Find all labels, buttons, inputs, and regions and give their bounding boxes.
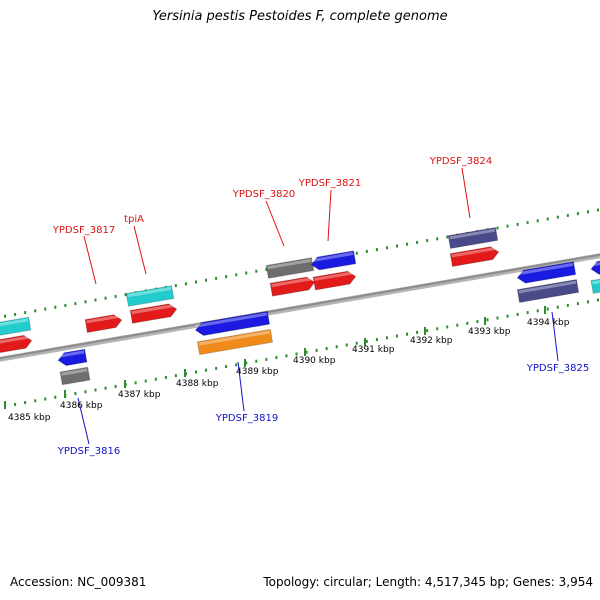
scale-tick-label: 4386 kbp: [60, 401, 103, 411]
accession-text: Accession: NC_009381: [10, 575, 147, 589]
gene-ypdsf-3820[interactable]: [265, 257, 315, 279]
gene-ypdsf-3816[interactable]: [59, 366, 91, 386]
gene-red-partial[interactable]: [0, 334, 33, 355]
gene-label-ypdsf_3817[interactable]: YPDSF_3817: [52, 225, 115, 236]
gene-tpia[interactable]: [125, 285, 175, 307]
gene-red-tpia[interactable]: [129, 303, 178, 324]
scale-tick-label: 4393 kbp: [468, 327, 511, 337]
gene-label-ypdsf_3816[interactable]: YPDSF_3816: [57, 446, 120, 457]
gene-label-ypdsf_3825[interactable]: YPDSF_3825: [526, 363, 589, 374]
gene-ypdsf-3824[interactable]: [447, 226, 499, 250]
label-leader-line: [83, 235, 97, 285]
label-leader-line: [551, 311, 559, 362]
label-leader-line: [461, 167, 471, 219]
topology-text: Topology: circular; Length: 4,517,345 bp…: [263, 575, 593, 589]
gene-label-ypdsf_3824[interactable]: YPDSF_3824: [429, 156, 492, 167]
gene-cyan-edge[interactable]: [590, 278, 600, 294]
gene-blue-edge[interactable]: [590, 259, 600, 275]
gene-red-3821[interactable]: [312, 270, 357, 291]
gene-blue-3816[interactable]: [57, 348, 88, 367]
gene-red-3824[interactable]: [449, 246, 500, 268]
gene-label-ypdsf_3819[interactable]: YPDSF_3819: [215, 413, 278, 424]
gene-blue-3819[interactable]: [194, 310, 271, 336]
label-leader-line: [77, 397, 90, 445]
gene-red-3820[interactable]: [269, 276, 316, 297]
scale-tick-label: 4394 kbp: [527, 318, 570, 328]
gene-cyan-partial[interactable]: [0, 316, 32, 338]
scale-tick-label: 4387 kbp: [118, 390, 161, 400]
gene-label-ypdsf_3821[interactable]: YPDSF_3821: [298, 178, 361, 189]
scale-tick-label: 4385 kbp: [8, 413, 51, 423]
gene-ypdsf-3825[interactable]: [516, 278, 580, 304]
gene-label-ypdsf_3820[interactable]: YPDSF_3820: [232, 189, 295, 200]
gene-ypdsf-3819[interactable]: [196, 328, 274, 356]
label-leader-line: [327, 189, 332, 242]
label-leader-line: [265, 200, 285, 247]
gene-ypdsf-3817[interactable]: [84, 314, 123, 334]
gene-blue-3825[interactable]: [516, 261, 577, 285]
label-leader-line: [133, 225, 147, 275]
scale-tick-label: 4389 kbp: [236, 367, 279, 377]
scale-tick-label: 4392 kbp: [410, 336, 453, 346]
label-leader-line: [237, 361, 245, 412]
reverse-tick-track: [4, 298, 599, 408]
gene-ypdsf-3821-blue[interactable]: [310, 250, 357, 271]
scale-tick-label: 4390 kbp: [293, 356, 336, 366]
gene-label-tpia[interactable]: tpiA: [124, 214, 144, 225]
scale-tick-label: 4388 kbp: [176, 379, 219, 389]
scale-tick-label: 4391 kbp: [352, 345, 395, 355]
genome-title: Yersinia pestis Pestoides F, complete ge…: [152, 9, 448, 24]
